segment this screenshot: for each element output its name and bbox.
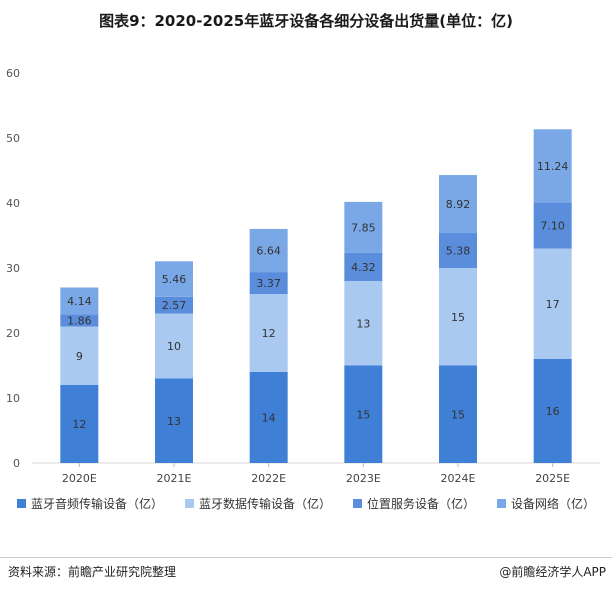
legend-swatch	[353, 499, 362, 508]
y-tick-label: 30	[6, 262, 20, 275]
y-tick-label: 10	[6, 392, 20, 405]
x-tick-label: 2025E	[535, 472, 570, 485]
bar-segment	[344, 252, 383, 281]
stacked-bar-chart: 0 10 20 30 40 50 60 12 9 1.86 4.14 2020E 13 10 2.57 5.4…	[6, 67, 600, 485]
bar-segment	[344, 281, 383, 366]
data-label: 16	[546, 405, 560, 418]
data-label: 15	[451, 311, 465, 324]
data-label: 5.46	[162, 273, 187, 286]
legend-item-network: 设备网络（亿）	[497, 495, 595, 512]
chart-legend: 蓝牙音频传输设备（亿） 蓝牙数据传输设备（亿） 位置服务设备（亿） 设备网络（亿…	[0, 495, 612, 512]
x-tick-label: 2024E	[441, 472, 476, 485]
bar-segment	[155, 378, 193, 463]
bar-segment	[249, 228, 288, 273]
y-tick-label: 0	[13, 457, 20, 470]
x-tick-label: 2021E	[157, 472, 192, 485]
footer-divider	[0, 557, 612, 558]
data-label: 8.92	[446, 198, 471, 211]
bar-segment	[249, 272, 288, 294]
legend-swatch	[184, 499, 194, 508]
y-tick-label: 20	[6, 327, 20, 340]
bar-segment	[533, 359, 572, 463]
legend-label: 蓝牙音频传输设备（亿）	[30, 497, 163, 511]
x-tick-label: 2020E	[62, 472, 97, 485]
bar-segment	[439, 365, 477, 463]
bar-segment	[60, 314, 99, 327]
data-label: 4.14	[67, 295, 92, 308]
legend-swatch	[16, 499, 26, 508]
legend-label: 设备网络（亿）	[511, 497, 596, 511]
bar-segment	[155, 261, 193, 297]
legend-item-data: 蓝牙数据传输设备（亿）	[184, 495, 331, 512]
data-label: 9	[76, 350, 83, 363]
data-label: 1.86	[67, 314, 92, 327]
bar-segment	[344, 365, 383, 463]
data-label: 13	[356, 317, 370, 330]
data-label: 5.38	[446, 245, 471, 258]
source-note: 资料来源：前瞻产业研究院整理	[8, 565, 177, 579]
bar-segment	[439, 175, 477, 234]
data-label: 14	[262, 412, 276, 425]
legend-swatch	[497, 499, 507, 508]
legend-label: 位置服务设备（亿）	[367, 497, 476, 511]
bar-segment	[249, 294, 288, 372]
y-tick-label: 60	[6, 67, 20, 80]
bar-segment	[533, 202, 572, 249]
data-label: 3.37	[256, 277, 281, 290]
data-label: 4.32	[351, 261, 376, 274]
bar-segment	[439, 268, 477, 366]
legend-label: 蓝牙数据传输设备（亿）	[198, 497, 331, 511]
data-label: 15	[451, 408, 465, 421]
x-tick-label: 2023E	[346, 472, 381, 485]
data-label: 7.10	[540, 219, 565, 232]
data-label: 12	[72, 418, 86, 431]
credit-note: @前瞻经济学人APP	[499, 565, 606, 579]
bar-segment	[344, 201, 383, 253]
data-label: 2.57	[162, 299, 187, 312]
data-label: 12	[262, 327, 276, 340]
data-label: 11.24	[537, 160, 569, 173]
data-label: 10	[167, 340, 181, 353]
bar-segment	[439, 233, 477, 268]
data-label: 7.85	[351, 221, 376, 234]
bar-segment	[249, 372, 288, 463]
bar-segment	[533, 129, 572, 203]
legend-item-location: 位置服务设备（亿）	[353, 495, 475, 512]
data-label: 6.64	[256, 245, 281, 258]
y-tick-label: 40	[6, 197, 20, 210]
chart-title: 图表9：2020-2025年蓝牙设备各细分设备出货量(单位：亿)	[99, 12, 513, 30]
bar-segment	[60, 287, 99, 315]
bar-segment	[533, 248, 572, 359]
data-label: 13	[167, 415, 181, 428]
bar-segment	[60, 326, 99, 385]
y-tick-label: 50	[6, 132, 20, 145]
bar-segment	[60, 385, 99, 463]
data-label: 15	[356, 408, 370, 421]
x-tick-label: 2022E	[251, 472, 286, 485]
bar-segment	[155, 313, 193, 379]
legend-item-audio: 蓝牙音频传输设备（亿）	[16, 495, 163, 512]
bar-segment	[155, 296, 193, 314]
data-label: 17	[546, 298, 560, 311]
